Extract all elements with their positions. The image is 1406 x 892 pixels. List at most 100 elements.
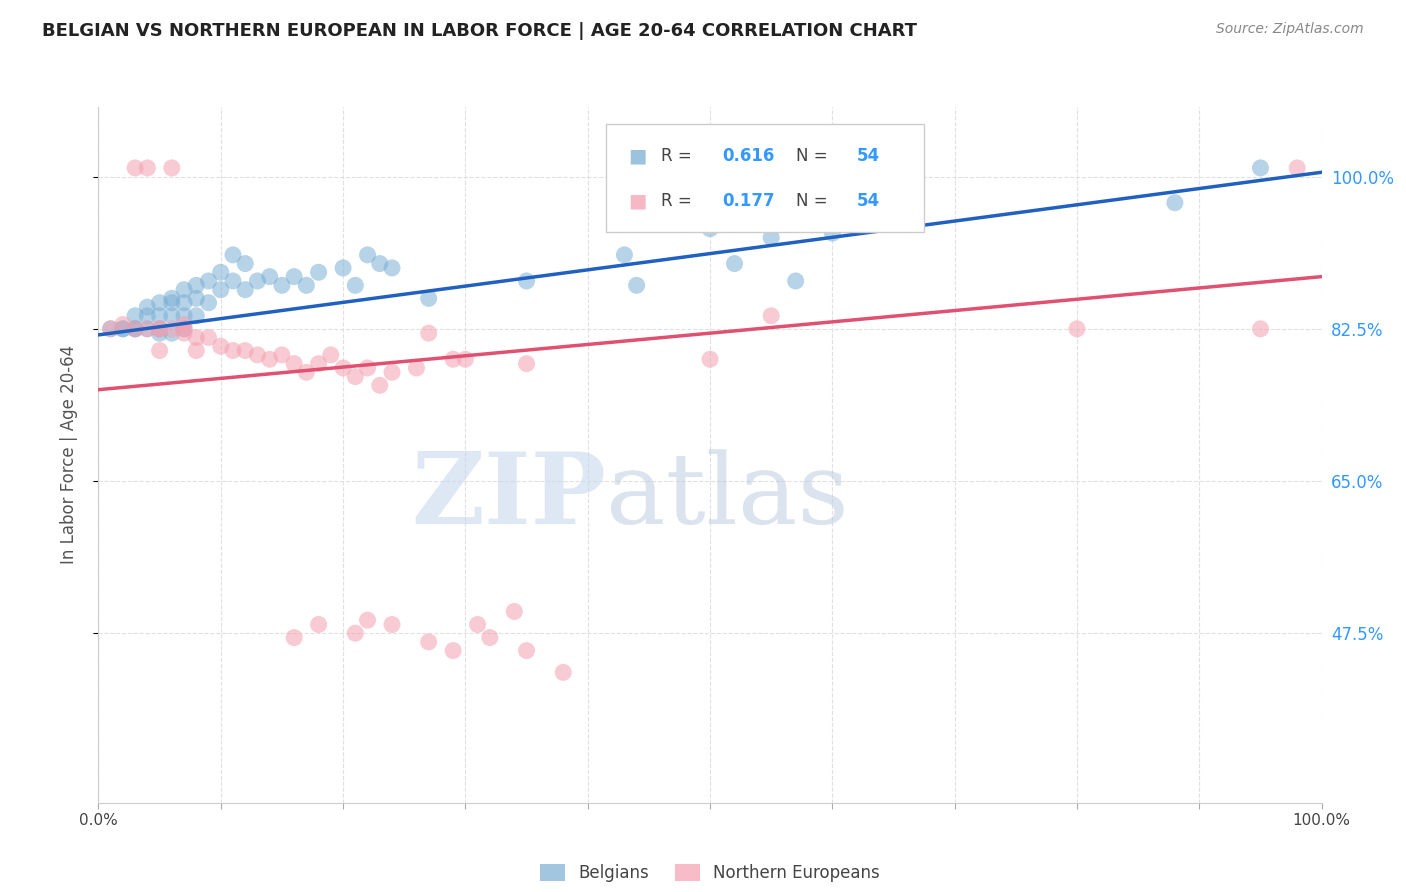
Point bbox=[381, 617, 404, 632]
Point bbox=[467, 617, 489, 632]
Point bbox=[186, 343, 208, 358]
Point bbox=[173, 309, 195, 323]
FancyBboxPatch shape bbox=[606, 124, 924, 232]
Point bbox=[613, 248, 636, 262]
Point bbox=[197, 295, 219, 310]
Point bbox=[441, 643, 464, 657]
Point bbox=[319, 348, 342, 362]
Point bbox=[761, 309, 783, 323]
Point bbox=[160, 295, 183, 310]
Point bbox=[553, 665, 575, 680]
Point bbox=[270, 278, 294, 293]
Point bbox=[283, 631, 305, 645]
Point bbox=[124, 161, 146, 175]
Point bbox=[111, 322, 134, 336]
Point bbox=[222, 343, 245, 358]
Point bbox=[160, 322, 183, 336]
Point bbox=[626, 278, 648, 293]
Text: 54: 54 bbox=[856, 192, 880, 210]
Point bbox=[173, 322, 195, 336]
Point bbox=[332, 260, 354, 275]
Point bbox=[515, 643, 537, 657]
Point bbox=[233, 343, 256, 358]
Point bbox=[100, 322, 122, 336]
Y-axis label: In Labor Force | Age 20-64: In Labor Force | Age 20-64 bbox=[59, 345, 77, 565]
Point bbox=[111, 318, 134, 332]
Text: R =: R = bbox=[661, 192, 697, 210]
Text: ■: ■ bbox=[628, 192, 647, 211]
Point bbox=[186, 291, 208, 305]
Point bbox=[283, 269, 305, 284]
Point bbox=[344, 369, 367, 384]
Point bbox=[761, 230, 783, 244]
Text: Source: ZipAtlas.com: Source: ZipAtlas.com bbox=[1216, 22, 1364, 37]
Point bbox=[136, 300, 159, 314]
Point bbox=[1066, 322, 1088, 336]
Point bbox=[149, 343, 172, 358]
Point bbox=[515, 357, 537, 371]
Point bbox=[173, 318, 195, 332]
Point bbox=[723, 257, 745, 271]
Point bbox=[368, 378, 391, 392]
Point bbox=[124, 309, 146, 323]
Text: N =: N = bbox=[796, 147, 832, 165]
Point bbox=[173, 326, 195, 341]
Point bbox=[356, 360, 378, 375]
Point bbox=[197, 330, 219, 344]
Text: R =: R = bbox=[661, 147, 697, 165]
Point bbox=[308, 265, 330, 279]
Text: atlas: atlas bbox=[606, 449, 849, 544]
Point bbox=[246, 348, 269, 362]
Point bbox=[418, 635, 440, 649]
Point bbox=[699, 222, 721, 236]
Point bbox=[1164, 195, 1187, 210]
Point bbox=[136, 161, 159, 175]
Point bbox=[259, 352, 281, 367]
Point bbox=[381, 365, 404, 379]
Text: N =: N = bbox=[796, 192, 832, 210]
Point bbox=[332, 360, 354, 375]
Point bbox=[160, 161, 183, 175]
Point bbox=[308, 357, 330, 371]
Point bbox=[222, 248, 245, 262]
Point bbox=[124, 322, 146, 336]
Point bbox=[233, 283, 256, 297]
Point bbox=[1249, 322, 1271, 336]
Point bbox=[1249, 161, 1271, 175]
Point bbox=[160, 291, 183, 305]
Point bbox=[160, 326, 183, 341]
Point bbox=[209, 339, 232, 353]
Point bbox=[344, 626, 367, 640]
Point bbox=[308, 617, 330, 632]
Point bbox=[246, 274, 269, 288]
Point bbox=[441, 352, 464, 367]
Point bbox=[149, 322, 172, 336]
Point bbox=[136, 322, 159, 336]
Point bbox=[149, 295, 172, 310]
Point bbox=[821, 226, 844, 240]
Legend: Belgians, Northern Europeans: Belgians, Northern Europeans bbox=[534, 857, 886, 888]
Point bbox=[344, 278, 367, 293]
Point bbox=[418, 326, 440, 341]
Point bbox=[111, 322, 134, 336]
Point bbox=[381, 260, 404, 275]
Point bbox=[785, 274, 807, 288]
Point bbox=[503, 605, 526, 619]
Point bbox=[173, 322, 195, 336]
Point bbox=[295, 365, 318, 379]
Point bbox=[149, 326, 172, 341]
Point bbox=[356, 248, 378, 262]
Point bbox=[197, 274, 219, 288]
Point bbox=[222, 274, 245, 288]
Text: ZIP: ZIP bbox=[411, 448, 606, 545]
Text: BELGIAN VS NORTHERN EUROPEAN IN LABOR FORCE | AGE 20-64 CORRELATION CHART: BELGIAN VS NORTHERN EUROPEAN IN LABOR FO… bbox=[42, 22, 917, 40]
Point bbox=[699, 352, 721, 367]
Point bbox=[233, 257, 256, 271]
Text: 0.177: 0.177 bbox=[723, 192, 775, 210]
Point bbox=[149, 322, 172, 336]
Point bbox=[209, 283, 232, 297]
Text: 0.616: 0.616 bbox=[723, 147, 775, 165]
Text: ■: ■ bbox=[628, 146, 647, 165]
Point bbox=[1286, 161, 1309, 175]
Point bbox=[478, 631, 501, 645]
